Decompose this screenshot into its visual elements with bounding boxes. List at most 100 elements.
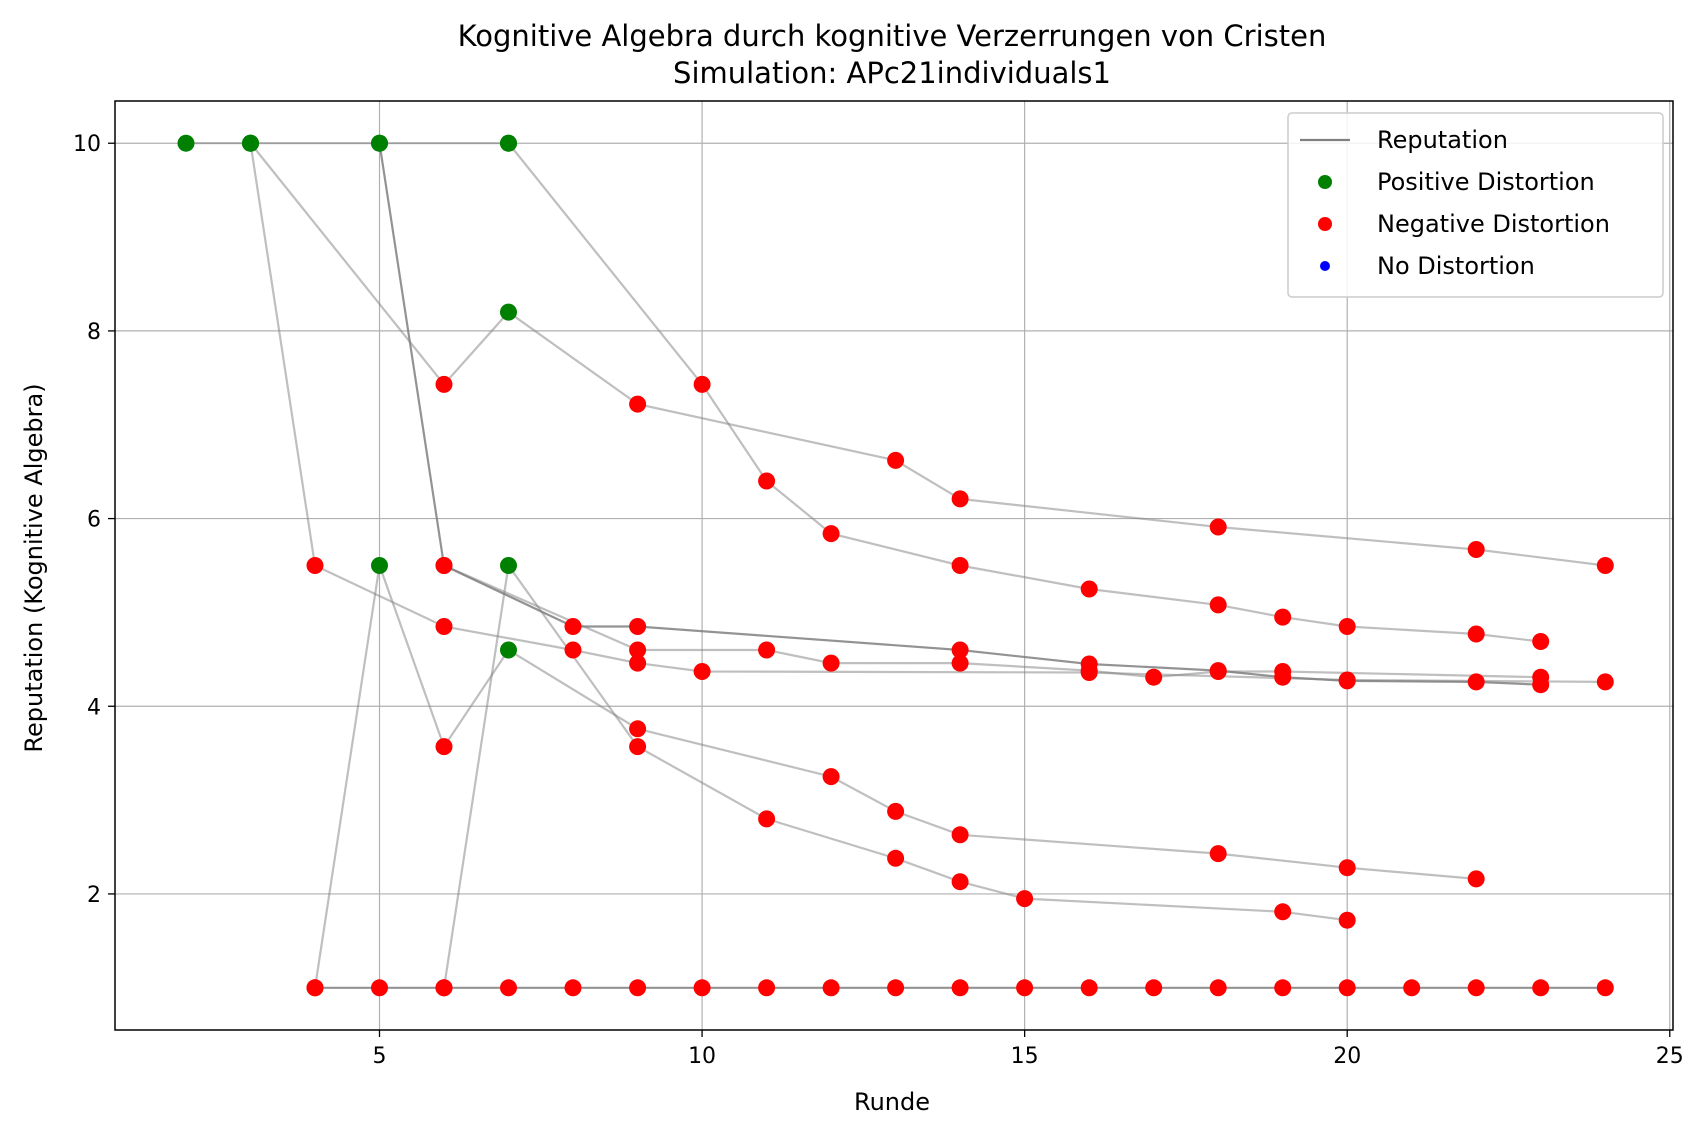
positive-distortion-point bbox=[371, 557, 388, 574]
negative-distortion-point bbox=[1209, 596, 1227, 614]
negative-distortion-point bbox=[822, 979, 840, 997]
negative-distortion-point bbox=[951, 826, 969, 844]
x-tick-label: 10 bbox=[688, 1044, 716, 1069]
x-axis-label: Runde bbox=[854, 1088, 930, 1116]
negative-distortion-point bbox=[1080, 662, 1098, 680]
negative-distortion-point bbox=[1274, 663, 1292, 680]
positive-distortion-point bbox=[242, 134, 259, 152]
negative-distortion-point bbox=[693, 663, 711, 680]
legend-marker-swatch bbox=[1320, 261, 1330, 271]
negative-distortion-point bbox=[306, 979, 324, 997]
negative-distortion-point bbox=[887, 451, 905, 469]
negative-distortion-point bbox=[1467, 870, 1485, 888]
negative-distortion-point bbox=[435, 979, 453, 997]
y-tick-label: 4 bbox=[87, 695, 101, 720]
negative-distortion-point bbox=[629, 979, 647, 997]
negative-distortion-point bbox=[1209, 663, 1227, 680]
y-axis-label: Reputation (Kognitive Algebra) bbox=[20, 383, 48, 752]
negative-distortion-point bbox=[1338, 859, 1356, 877]
negative-distortion-point bbox=[951, 490, 969, 508]
negative-distortion-point bbox=[1145, 668, 1163, 686]
series-points bbox=[177, 134, 1614, 997]
negative-distortion-point bbox=[564, 641, 582, 659]
negative-distortion-point bbox=[887, 979, 905, 997]
negative-distortion-point bbox=[1209, 845, 1227, 863]
legend-marker-swatch bbox=[1318, 217, 1332, 231]
legend-marker-swatch bbox=[1318, 175, 1332, 189]
positive-distortion-point bbox=[500, 557, 517, 574]
negative-distortion-point bbox=[1016, 979, 1034, 997]
positive-distortion-point bbox=[500, 134, 517, 152]
negative-distortion-point bbox=[758, 810, 776, 828]
negative-distortion-point bbox=[1467, 673, 1485, 691]
negative-distortion-point bbox=[951, 654, 969, 672]
negative-distortion-point bbox=[629, 720, 647, 738]
negative-distortion-point bbox=[1274, 979, 1292, 997]
negative-distortion-point bbox=[1532, 979, 1550, 997]
negative-distortion-point bbox=[758, 472, 776, 490]
negative-distortion-point bbox=[1403, 979, 1421, 997]
negative-distortion-point bbox=[629, 641, 647, 659]
negative-distortion-point bbox=[1145, 979, 1163, 997]
negative-distortion-point bbox=[1338, 911, 1356, 929]
negative-distortion-point bbox=[758, 979, 776, 997]
negative-distortion-point bbox=[1532, 633, 1550, 650]
negative-distortion-point bbox=[500, 979, 517, 997]
negative-distortion-point bbox=[951, 557, 969, 574]
negative-distortion-point bbox=[693, 979, 711, 997]
negative-distortion-point bbox=[758, 641, 776, 659]
negative-distortion-point bbox=[1209, 518, 1227, 536]
negative-distortion-point bbox=[1532, 668, 1550, 686]
legend-label: Positive Distortion bbox=[1377, 168, 1595, 196]
negative-distortion-point bbox=[306, 557, 324, 574]
negative-distortion-point bbox=[1467, 979, 1485, 997]
negative-distortion-point bbox=[822, 768, 840, 786]
x-tick-label: 20 bbox=[1333, 1044, 1361, 1069]
legend-label: No Distortion bbox=[1377, 252, 1535, 280]
negative-distortion-point bbox=[564, 618, 582, 635]
negative-distortion-point bbox=[564, 979, 582, 997]
negative-distortion-point bbox=[951, 641, 969, 659]
negative-distortion-point bbox=[1596, 979, 1614, 997]
negative-distortion-point bbox=[629, 618, 647, 635]
negative-distortion-point bbox=[1338, 671, 1356, 689]
positive-distortion-point bbox=[500, 303, 517, 321]
negative-distortion-point bbox=[887, 849, 905, 867]
legend: Reputation Positive Distortion Negative Di… bbox=[1287, 112, 1664, 298]
negative-distortion-point bbox=[435, 557, 453, 574]
chart-subtitle: Simulation: APc21individuals1 bbox=[673, 56, 1111, 90]
negative-distortion-point bbox=[1596, 557, 1614, 574]
y-tick-label: 6 bbox=[87, 508, 101, 533]
negative-distortion-point bbox=[435, 618, 453, 635]
negative-distortion-point bbox=[435, 738, 453, 756]
negative-distortion-point bbox=[371, 979, 388, 997]
negative-distortion-point bbox=[693, 375, 711, 393]
legend-label: Negative Distortion bbox=[1377, 210, 1610, 238]
x-tick-label: 25 bbox=[1656, 1044, 1684, 1069]
negative-distortion-point bbox=[1274, 903, 1292, 921]
negative-distortion-point bbox=[1338, 618, 1356, 635]
positive-distortion-point bbox=[500, 641, 517, 659]
legend-box bbox=[1287, 112, 1664, 298]
negative-distortion-point bbox=[822, 654, 840, 672]
chart-title: Kognitive Algebra durch kognitive Verzer… bbox=[458, 19, 1327, 53]
x-tick-label: 5 bbox=[373, 1044, 387, 1069]
x-tick-label: 15 bbox=[1011, 1044, 1039, 1069]
negative-distortion-point bbox=[951, 979, 969, 997]
negative-distortion-point bbox=[629, 395, 647, 413]
negative-distortion-point bbox=[1467, 541, 1485, 558]
negative-distortion-point bbox=[887, 802, 905, 820]
negative-distortion-point bbox=[1338, 979, 1356, 997]
negative-distortion-point bbox=[435, 375, 453, 393]
negative-distortion-point bbox=[1467, 625, 1485, 643]
positive-distortion-point bbox=[371, 134, 388, 152]
y-axis-ticks: 2 4 6 8 10 bbox=[73, 132, 115, 908]
negative-distortion-point bbox=[822, 525, 840, 543]
negative-distortion-point bbox=[1596, 673, 1614, 691]
negative-distortion-point bbox=[629, 654, 647, 672]
y-tick-label: 2 bbox=[87, 883, 101, 908]
negative-distortion-point bbox=[1080, 580, 1098, 598]
legend-label: Reputation bbox=[1377, 126, 1508, 154]
y-tick-label: 10 bbox=[73, 132, 101, 157]
